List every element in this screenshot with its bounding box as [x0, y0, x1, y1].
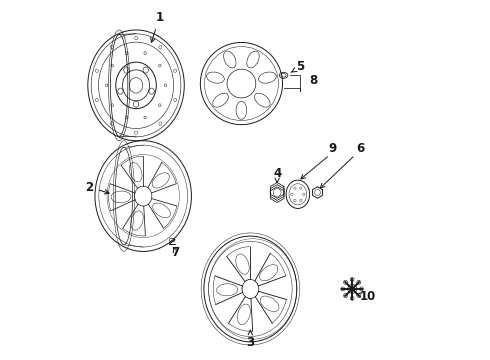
Text: 1: 1: [151, 11, 163, 42]
Text: 8: 8: [310, 74, 318, 87]
Text: 3: 3: [246, 330, 254, 349]
Text: 7: 7: [172, 246, 179, 259]
Text: 2: 2: [86, 181, 109, 194]
Text: 9: 9: [328, 142, 337, 155]
Text: 6: 6: [356, 142, 364, 155]
Text: 5: 5: [291, 60, 304, 73]
Text: 4: 4: [273, 167, 281, 180]
Text: 10: 10: [357, 291, 376, 303]
